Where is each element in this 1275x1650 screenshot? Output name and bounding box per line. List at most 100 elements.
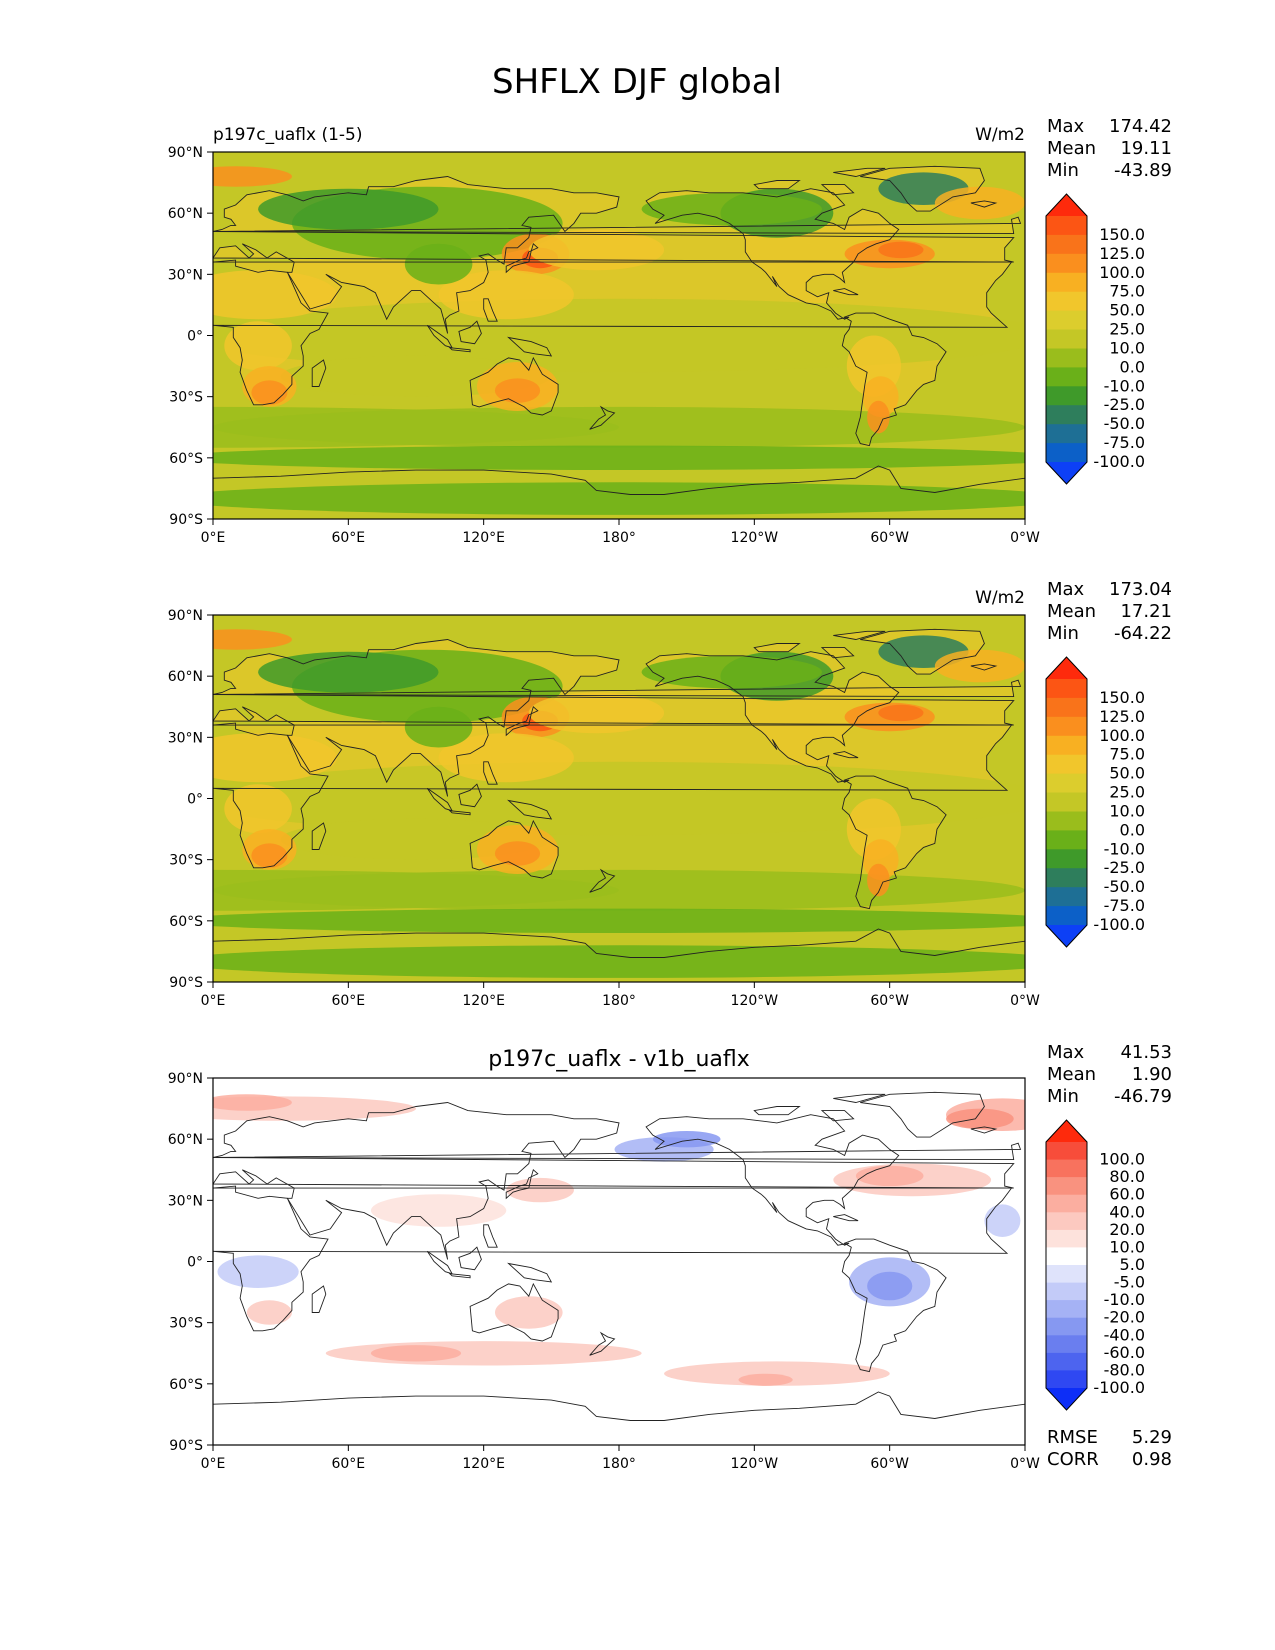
stat-value: 19.11 [1120,138,1172,159]
coastline [483,1224,498,1248]
field-region [213,629,292,650]
colorbar-segment [1046,887,1087,907]
coastline [589,868,616,893]
stat-value: 1.90 [1132,1064,1172,1085]
colorbar-label: -50.0 [1104,414,1145,433]
colorbar-extend-bottom [1046,925,1087,947]
colorbar-label: -60.0 [1104,1343,1145,1362]
coastline [589,405,616,430]
coastline [483,298,498,322]
coastline [753,180,801,190]
coastline [448,1273,471,1279]
stat-value: 0.98 [1132,1449,1172,1470]
lat-tick-label: 60°N [168,669,203,685]
colorbar-segment [1046,216,1087,236]
colorbar-segment [1046,348,1087,368]
lat-tick-label: 90°N [168,145,203,161]
field-region [878,241,924,259]
colorbar-segment [1046,424,1087,444]
colorbar-label: -10.0 [1104,1290,1145,1309]
field-region [213,945,1025,978]
colorbar-label: 50.0 [1109,764,1145,783]
coastline [448,347,471,353]
field-region [404,243,473,285]
coastline [645,651,900,783]
coastline [458,783,482,808]
colorbar-outline [1045,656,1088,948]
colorbar-label: -100.0 [1093,1378,1145,1397]
colorbar-label: 100.0 [1099,726,1145,745]
lon-tick-label: 120°E [462,1456,505,1472]
field-region [213,406,1025,448]
field-region [213,298,1025,373]
stat-value: 41.53 [1120,1042,1172,1063]
coastline [311,822,327,850]
field-region [213,445,1025,470]
field-region [213,908,1025,933]
field-region [213,482,1025,515]
stat-value: -43.89 [1114,160,1172,181]
coastline [589,1331,616,1356]
land-field [833,288,859,295]
colorbar-label: -80.0 [1104,1360,1145,1379]
field-region [213,1094,292,1111]
field-region [652,1131,721,1148]
coastline [213,722,1013,869]
lon-tick-label: 0°E [201,1456,226,1472]
stat-label: Max [1047,579,1085,600]
coastline [833,1093,886,1103]
lon-tick-label: 120°W [731,1456,779,1472]
units-label: W/m2 [975,125,1025,145]
colorbar-extend-top [1046,194,1087,216]
coastline [505,242,539,274]
colorbar-label: -25.0 [1104,395,1145,414]
coastline [426,324,454,349]
coastline [213,465,1025,519]
panel-title: p197c_uaflx (1-5) [213,125,362,145]
colorbar-segment [1046,1212,1087,1231]
colorbar-segment [1046,716,1087,737]
field-region [213,761,1025,836]
coastline [458,320,482,345]
stat-label: Mean [1047,138,1096,159]
coastline [833,288,859,296]
lat-tick-label: 30°N [168,730,203,746]
stat-label: Max [1047,1042,1085,1063]
colorbar-label: -25.0 [1104,858,1145,877]
coastline [860,165,985,212]
colorbar-extend-bottom [1046,462,1087,484]
coastline [505,1168,539,1200]
colorbar-label: 10.0 [1109,1237,1145,1256]
coastline [645,188,900,320]
colorbar-label: 25.0 [1109,783,1145,802]
field-region [251,380,288,405]
stat-label: RMSE [1047,1427,1098,1448]
colorbar-segment [1046,811,1087,831]
map-field [213,1078,1025,1445]
colorbar-segment [1046,754,1087,775]
coastline [820,647,855,659]
colorbar-segment [1046,291,1087,312]
coastline [469,356,559,416]
colorbar-segment [1046,1282,1087,1301]
colorbar-segment [1046,830,1087,850]
colorbar-segment [1046,697,1087,718]
units-label: W/m2 [975,588,1025,608]
colorbar-label: 60.0 [1109,1185,1145,1204]
stat-label: Mean [1047,1064,1096,1085]
map-panel-reference: 90°N 60°N 30°N 0° 30°S 60°S 90°S 0°E 60°E 120°E 18… [168,579,1172,1009]
stat-value: 5.29 [1132,1427,1172,1448]
land-field [646,651,899,783]
field-region [404,706,473,748]
field-region [217,1255,299,1288]
stat-value: -64.22 [1114,623,1172,644]
land-field [754,180,800,189]
field-region [934,649,1025,683]
coastline [469,1282,559,1342]
land-field [754,643,800,652]
colorbar-segment [1046,1352,1087,1371]
field-region [738,1373,793,1386]
lat-tick-label: 60°S [169,451,203,467]
colorbar-extend-top [1046,1120,1087,1142]
lon-tick-label: 180° [602,530,636,546]
